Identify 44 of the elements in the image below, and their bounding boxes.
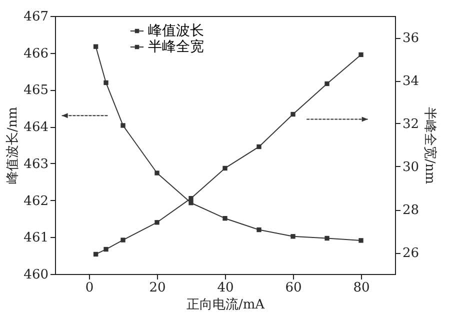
x-tick-label: 0	[85, 280, 94, 296]
point	[290, 112, 296, 117]
y-tick-label: 466	[24, 46, 48, 62]
y-tick-label: 460	[24, 268, 48, 282]
point	[222, 166, 228, 171]
y-tick-label: 463	[24, 156, 48, 172]
point	[358, 52, 364, 58]
point	[154, 170, 160, 176]
x-tick-label: 40	[217, 280, 234, 296]
x-tick-label: 80	[353, 280, 370, 296]
point	[93, 252, 98, 257]
y-tick-label: 465	[24, 83, 48, 98]
legend-label: 半峰全宽	[148, 39, 204, 55]
y2-tick-label: 26	[402, 246, 420, 261]
point	[256, 227, 262, 232]
y-tick-label: 461	[24, 230, 48, 246]
point	[222, 216, 228, 221]
y-tick-label: 467	[24, 10, 48, 24]
y-tick-label: 462	[24, 194, 48, 209]
point	[104, 80, 108, 86]
legend-label: 峰值波长	[148, 23, 204, 39]
x-tick-label: 60	[285, 280, 302, 296]
point	[324, 81, 330, 86]
point	[188, 200, 194, 206]
point	[104, 246, 108, 252]
x-axis-title: 正向电流/mA	[186, 296, 266, 312]
point	[256, 144, 262, 150]
point	[120, 123, 126, 128]
y2-tick-label: 34	[402, 74, 420, 89]
y2-tick-label: 30	[402, 160, 420, 175]
point	[154, 220, 160, 225]
point	[290, 234, 296, 239]
point	[358, 238, 364, 243]
point	[188, 196, 194, 201]
y2-axis-title: 半峰全宽/nm	[422, 106, 438, 184]
y2-tick-label: 28	[402, 203, 420, 218]
y2-tick-label: 32	[402, 117, 420, 132]
x-tick-label: 20	[149, 280, 166, 296]
point	[93, 44, 98, 49]
y2-tick-label: 36	[402, 31, 420, 46]
point	[324, 236, 330, 241]
point	[120, 238, 126, 242]
y-axis-title: 峰值波长/nm	[6, 106, 21, 184]
y-tick-label: 464	[24, 120, 48, 136]
